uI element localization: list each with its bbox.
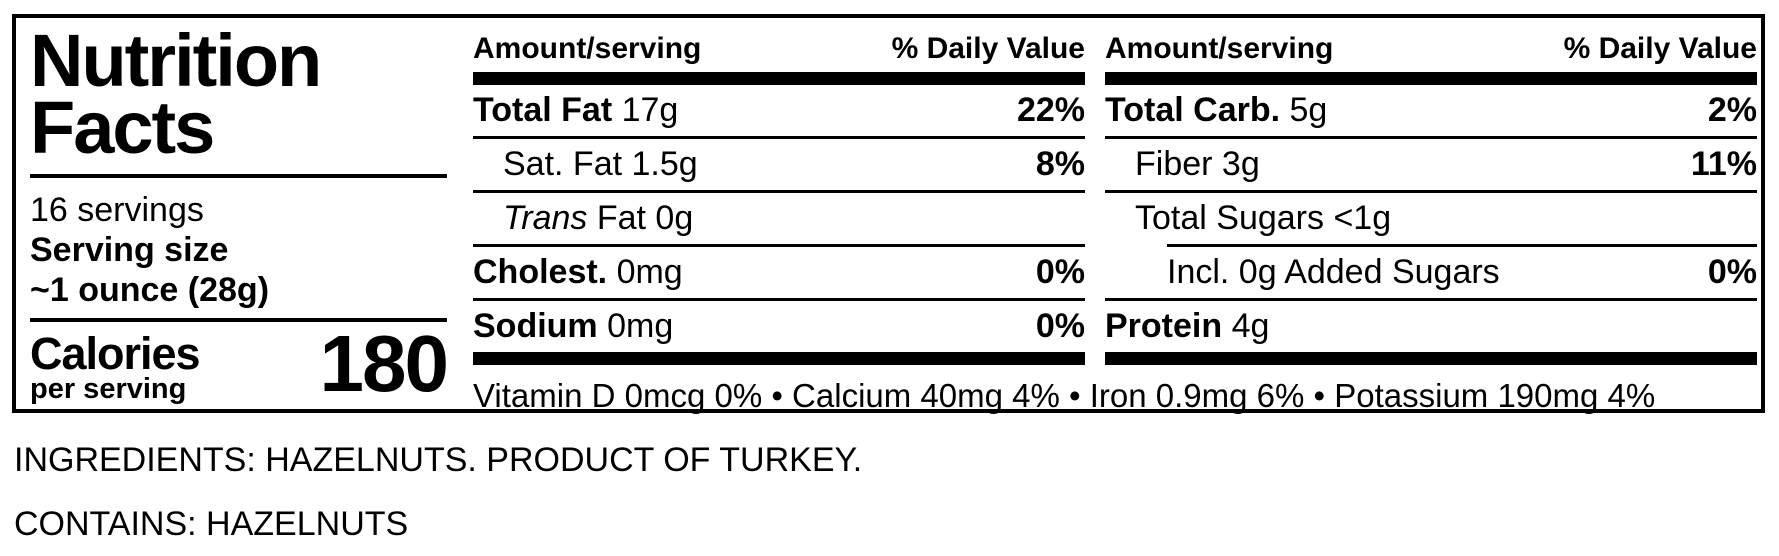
label-title: Nutrition Facts (30, 19, 473, 169)
label-title-line1: Nutrition (30, 19, 322, 102)
nutrient-daily-value: 2% (1707, 91, 1757, 129)
row-rule (473, 190, 1085, 193)
column-header-daily-value: % Daily Value (891, 32, 1085, 65)
header-divider-bar (473, 72, 1085, 85)
nutrient-daily-value: 22% (1016, 91, 1085, 129)
nutrient-table: Amount/serving % Daily Value Total Fat 17g… (473, 22, 1757, 414)
nutrient-row-total-fat: Total Fat 17g 22% (473, 85, 1085, 136)
label-summary-column: Nutrition Facts 16 servings Serving size … (30, 22, 473, 409)
nutrient-name-segment: 4g (1222, 307, 1270, 345)
nutrient-row-sodium: Sodium 0mg 0% (473, 301, 1085, 352)
nutrient-row-total-sugars: Total Sugars <1g (1105, 193, 1757, 244)
column-header-daily-value: % Daily Value (1563, 32, 1757, 65)
nutrient-name: Total Carb. 5g (1105, 91, 1327, 130)
row-rule (473, 136, 1085, 139)
nutrient-row-total-carb: Total Carb. 5g 2% (1105, 85, 1757, 136)
nutrient-name-segment: Trans (503, 199, 588, 237)
nutrient-column-right: Amount/serving % Daily Value Total Carb. 5… (1105, 22, 1757, 365)
nutrient-daily-value: 0% (1035, 253, 1085, 291)
nutrient-name-segment: 0mg (607, 253, 683, 291)
nutrient-name: Cholest. 0mg (473, 253, 683, 292)
nutrient-name: Total Sugars <1g (1105, 199, 1391, 238)
label-title-line2: Facts (30, 85, 215, 169)
divider-rule (30, 318, 447, 323)
row-rule (1167, 244, 1757, 247)
nutrient-row-sat-fat: Sat. Fat 1.5g 8% (473, 139, 1085, 190)
column-header: Amount/serving % Daily Value (473, 22, 1085, 72)
serving-size-label: Serving size (30, 231, 229, 270)
nutrient-name-segment: Fat 0g (587, 199, 694, 237)
nutrient-columns: Amount/serving % Daily Value Total Fat 17g… (473, 22, 1757, 365)
nutrient-row-protein: Protein 4g (1105, 301, 1757, 352)
nutrient-name: Fiber 3g (1105, 145, 1260, 184)
divider-rule (30, 174, 447, 179)
nutrient-name-segment: Incl. 0g Added Sugars (1167, 253, 1500, 291)
nutrient-name-segment: Total Fat (473, 91, 613, 129)
row-rule (473, 244, 1085, 247)
nutrient-name-segment: 5g (1280, 91, 1328, 129)
nutrition-facts-panel: Nutrition Facts 16 servings Serving size … (12, 14, 1765, 414)
nutrient-name-segment: Total Sugars <1g (1135, 199, 1392, 237)
nutrient-name: Trans Fat 0g (473, 199, 693, 238)
nutrient-row-added-sugars: Incl. 0g Added Sugars 0% (1105, 247, 1757, 298)
nutrient-name-segment: Sodium (473, 307, 598, 345)
nutrient-name-segment: Protein (1105, 307, 1223, 345)
row-rule (1105, 136, 1757, 139)
contains-text: CONTAINS: HAZELNUTS (14, 505, 409, 543)
nutrient-name: Sodium 0mg (473, 307, 673, 346)
calories-text: Calories per serving (30, 328, 201, 406)
nutrient-row-fiber: Fiber 3g 11% (1105, 139, 1757, 190)
nutrient-name: Total Fat 17g (473, 91, 678, 130)
nutrient-daily-value: 0% (1035, 307, 1085, 345)
nutrient-name-segment: Cholest. (473, 253, 608, 291)
nutrient-name-segment: 17g (612, 91, 679, 129)
row-rule (1105, 298, 1757, 301)
nutrient-name: Incl. 0g Added Sugars (1105, 253, 1500, 292)
nutrient-name-segment: 0mg (597, 307, 674, 345)
nutrient-name-segment: Fiber 3g (1135, 145, 1260, 183)
bottom-divider-bar (473, 352, 1085, 365)
nutrient-name-segment: Total Carb. (1105, 91, 1281, 129)
nutrient-name-segment: Sat. Fat 1.5g (503, 145, 698, 183)
nutrient-daily-value: 8% (1035, 145, 1085, 183)
nutrient-row-trans-fat: Trans Fat 0g (473, 193, 1085, 244)
servings-count: 16 servings (30, 191, 204, 230)
micronutrients-line: Vitamin D 0mcg 0% • Calcium 40mg 4% • Ir… (473, 377, 1656, 414)
calories-value: 180 (319, 319, 449, 409)
nutrient-name: Sat. Fat 1.5g (473, 145, 698, 184)
nutrient-daily-value: 0% (1707, 253, 1757, 291)
nutrient-name: Protein 4g (1105, 307, 1269, 346)
row-rule (1105, 190, 1757, 193)
column-header-amount: Amount/serving (473, 32, 702, 65)
calories-section: Calories per serving 180 (30, 319, 449, 409)
nutrient-row-cholesterol: Cholest. 0mg 0% (473, 247, 1085, 298)
calories-sublabel: per serving (30, 373, 187, 406)
nutrient-column-left: Amount/serving % Daily Value Total Fat 17g… (473, 22, 1085, 365)
nutrient-daily-value: 11% (1690, 145, 1757, 183)
row-rule (473, 298, 1085, 301)
serving-size-value: ~1 ounce (28g) (30, 271, 270, 310)
calories-label: Calories (30, 328, 201, 380)
header-divider-bar (1105, 72, 1757, 85)
column-header: Amount/serving % Daily Value (1105, 22, 1757, 72)
ingredients-text: INGREDIENTS: HAZELNUTS. PRODUCT OF TURKE… (14, 441, 863, 479)
bottom-divider-bar (1105, 352, 1757, 365)
column-header-amount: Amount/serving (1105, 32, 1334, 65)
